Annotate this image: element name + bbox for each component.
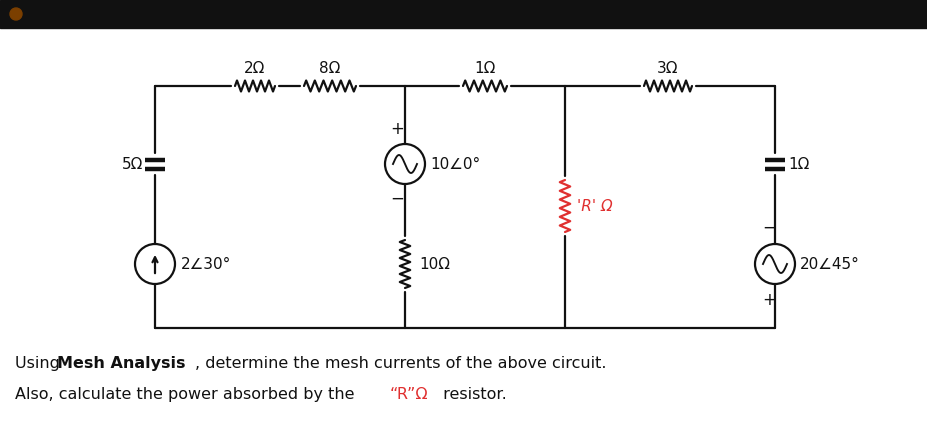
- Text: Using: Using: [15, 355, 65, 371]
- Text: Mesh Analysis: Mesh Analysis: [57, 355, 185, 371]
- Text: 10∠0°: 10∠0°: [430, 157, 480, 171]
- Text: resistor.: resistor.: [438, 386, 507, 402]
- Text: 2∠30°: 2∠30°: [181, 256, 232, 272]
- Text: 10Ω: 10Ω: [419, 256, 450, 272]
- Text: −: −: [390, 190, 404, 208]
- Text: −: −: [762, 219, 776, 237]
- Bar: [0, 0, 927, 28]
- Circle shape: [10, 8, 22, 20]
- Text: 'R' Ω: 'R' Ω: [577, 198, 613, 214]
- Text: +: +: [762, 291, 776, 309]
- Text: 3Ω: 3Ω: [657, 61, 679, 76]
- Text: 1Ω: 1Ω: [788, 157, 809, 171]
- Text: 8Ω: 8Ω: [319, 61, 341, 76]
- Text: 5Ω: 5Ω: [121, 157, 143, 171]
- Text: 20∠45°: 20∠45°: [800, 256, 860, 272]
- Text: 1Ω: 1Ω: [475, 61, 496, 76]
- Text: 2Ω: 2Ω: [245, 61, 266, 76]
- Text: “R”Ω: “R”Ω: [390, 386, 428, 402]
- Text: Also, calculate the power absorbed by the: Also, calculate the power absorbed by th…: [15, 386, 360, 402]
- Text: +: +: [390, 120, 404, 138]
- Text: , determine the mesh currents of the above circuit.: , determine the mesh currents of the abo…: [195, 355, 606, 371]
